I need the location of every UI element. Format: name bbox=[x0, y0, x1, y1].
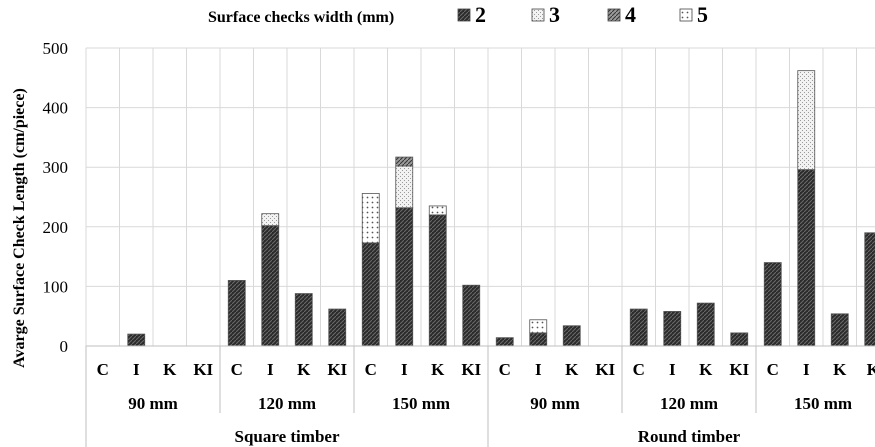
x-tick-label: I bbox=[669, 360, 676, 379]
bar-segment-series-2 bbox=[763, 262, 782, 347]
group-label: 90 mm bbox=[128, 394, 178, 413]
bar-segment-series-2 bbox=[529, 332, 548, 347]
x-tick-label: C bbox=[633, 360, 645, 379]
bar-segment-series-3 bbox=[797, 70, 816, 170]
legend-swatch-2 bbox=[457, 8, 471, 22]
x-tick-label: C bbox=[97, 360, 109, 379]
group-label: 150 mm bbox=[794, 394, 852, 413]
y-tick-label: 400 bbox=[43, 99, 69, 118]
y-axis: 0 100 200 300 400 500 bbox=[43, 39, 69, 356]
legend-label: 3 bbox=[549, 2, 560, 27]
y-tick-label: 500 bbox=[43, 39, 69, 58]
x-tick-label: K bbox=[431, 360, 445, 379]
x-tick-label: K bbox=[565, 360, 579, 379]
group-label: 150 mm bbox=[392, 394, 450, 413]
bar-segment-series-2 bbox=[562, 325, 581, 347]
family-label: Round timber bbox=[638, 427, 741, 446]
x-tick-label: I bbox=[401, 360, 408, 379]
group-label: 120 mm bbox=[660, 394, 718, 413]
y-tick-label: 300 bbox=[43, 158, 69, 177]
x-tick-label: C bbox=[365, 360, 377, 379]
family-label: Square timber bbox=[235, 427, 340, 446]
bar-segment-series-2 bbox=[663, 311, 682, 347]
bar-segment-series-2 bbox=[730, 332, 749, 347]
bar-segment-series-2 bbox=[495, 337, 514, 347]
bar-segment-series-2 bbox=[261, 225, 280, 347]
x-tick-label: I bbox=[803, 360, 810, 379]
bar-segment-series-2 bbox=[127, 333, 146, 347]
bar-segment-series-2 bbox=[864, 232, 875, 347]
y-axis-label: Avarge Surface Check Length (cm/piece) bbox=[11, 88, 28, 368]
x-tick-label: KI bbox=[461, 360, 481, 379]
x-tick-label: C bbox=[231, 360, 243, 379]
x-axis: C I K KI C I K KI C I K KI C I K KI C I K KI C I K K 90 mm 120 mm… bbox=[85, 345, 875, 447]
legend-title: Surface checks width (mm) bbox=[208, 9, 394, 26]
legend-label: 2 bbox=[475, 2, 486, 27]
bar-segment-series-5 bbox=[428, 205, 447, 216]
legend-label: 5 bbox=[697, 2, 708, 27]
bar-segment-series-3 bbox=[395, 165, 414, 209]
bar-segment-series-2 bbox=[294, 293, 313, 347]
y-tick-label: 0 bbox=[60, 337, 69, 356]
bar-segment-series-2 bbox=[395, 207, 414, 347]
y-tick-label: 100 bbox=[43, 277, 69, 296]
x-tick-label: I bbox=[535, 360, 542, 379]
x-tick-label: KI bbox=[729, 360, 749, 379]
bar-segment-series-2 bbox=[797, 169, 816, 347]
group-label: 120 mm bbox=[258, 394, 316, 413]
bar-segment-series-5 bbox=[529, 319, 548, 334]
legend-items: 2 3 4 5 bbox=[457, 2, 708, 27]
bar-segment-series-2 bbox=[830, 313, 849, 347]
x-tick-label: K bbox=[833, 360, 847, 379]
legend-swatch-5 bbox=[679, 8, 693, 22]
bars bbox=[127, 70, 875, 347]
bar-segment-series-2 bbox=[361, 242, 380, 347]
x-tick-label: K bbox=[297, 360, 311, 379]
bar-segment-series-2 bbox=[696, 302, 715, 347]
bar-segment-series-2 bbox=[462, 284, 481, 347]
x-tick-label: KI bbox=[595, 360, 615, 379]
legend: Surface checks width (mm) 2 3 4 5 bbox=[208, 2, 708, 27]
x-tick-label: I bbox=[267, 360, 274, 379]
legend-swatch-4 bbox=[607, 8, 621, 22]
legend-label: 4 bbox=[625, 2, 636, 27]
x-tick-label: I bbox=[133, 360, 140, 379]
bar-segment-series-2 bbox=[428, 214, 447, 347]
bar-segment-series-4 bbox=[395, 156, 414, 167]
x-tick-label: K bbox=[867, 360, 875, 379]
x-tick-label: C bbox=[499, 360, 511, 379]
legend-swatch-3 bbox=[531, 8, 545, 22]
x-tick-label: KI bbox=[193, 360, 213, 379]
x-tick-label: KI bbox=[327, 360, 347, 379]
bar-segment-series-2 bbox=[629, 308, 648, 347]
x-tick-label: K bbox=[699, 360, 713, 379]
bar-segment-series-2 bbox=[227, 280, 246, 347]
gridlines bbox=[85, 47, 875, 347]
y-tick-label: 200 bbox=[43, 218, 69, 237]
bar-segment-series-2 bbox=[328, 308, 347, 347]
bar-segment-series-5 bbox=[361, 193, 380, 244]
bar-segment-series-3 bbox=[261, 213, 280, 227]
group-label: 90 mm bbox=[530, 394, 580, 413]
x-tick-label: C bbox=[767, 360, 779, 379]
x-tick-label: K bbox=[163, 360, 177, 379]
